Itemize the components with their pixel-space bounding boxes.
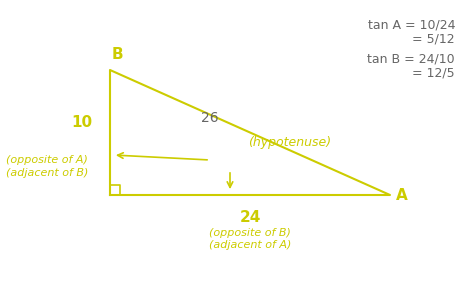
Text: B: B (112, 47, 123, 62)
Text: (opposite of B): (opposite of B) (209, 228, 291, 238)
Text: tan A = 10/24: tan A = 10/24 (368, 18, 455, 31)
Text: 26: 26 (201, 110, 219, 125)
Text: (opposite of A): (opposite of A) (6, 155, 88, 165)
Text: = 5/12: = 5/12 (412, 32, 455, 45)
Text: 10: 10 (71, 115, 93, 130)
Text: (adjacent of A): (adjacent of A) (209, 240, 291, 250)
Text: tan B = 24/10: tan B = 24/10 (367, 52, 455, 65)
Text: A: A (396, 188, 408, 203)
Text: 24: 24 (240, 210, 260, 225)
Text: = 12/5: = 12/5 (412, 66, 455, 79)
Text: (hypotenuse): (hypotenuse) (248, 136, 332, 149)
Text: (adjacent of B): (adjacent of B) (6, 168, 88, 178)
